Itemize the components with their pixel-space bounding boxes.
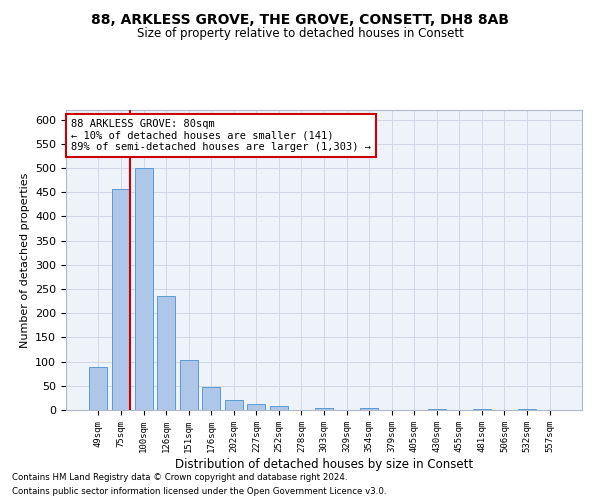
Text: Contains public sector information licensed under the Open Government Licence v3: Contains public sector information licen…	[12, 488, 386, 496]
Bar	[225, 400, 243, 410]
Bar	[89, 368, 107, 410]
Bar	[202, 388, 220, 410]
Bar	[270, 406, 288, 410]
Bar	[428, 408, 446, 410]
Bar	[134, 168, 152, 410]
X-axis label: Distribution of detached houses by size in Consett: Distribution of detached houses by size …	[175, 458, 473, 470]
Bar	[518, 408, 536, 410]
Bar	[247, 404, 265, 410]
Y-axis label: Number of detached properties: Number of detached properties	[20, 172, 29, 348]
Text: 88, ARKLESS GROVE, THE GROVE, CONSETT, DH8 8AB: 88, ARKLESS GROVE, THE GROVE, CONSETT, D…	[91, 12, 509, 26]
Bar	[112, 189, 130, 410]
Text: Contains HM Land Registry data © Crown copyright and database right 2024.: Contains HM Land Registry data © Crown c…	[12, 472, 347, 482]
Bar	[157, 296, 175, 410]
Text: Size of property relative to detached houses in Consett: Size of property relative to detached ho…	[137, 28, 463, 40]
Bar	[360, 408, 378, 410]
Bar	[315, 408, 333, 410]
Bar	[473, 408, 491, 410]
Text: 88 ARKLESS GROVE: 80sqm
← 10% of detached houses are smaller (141)
89% of semi-d: 88 ARKLESS GROVE: 80sqm ← 10% of detache…	[71, 119, 371, 152]
Bar	[179, 360, 198, 410]
